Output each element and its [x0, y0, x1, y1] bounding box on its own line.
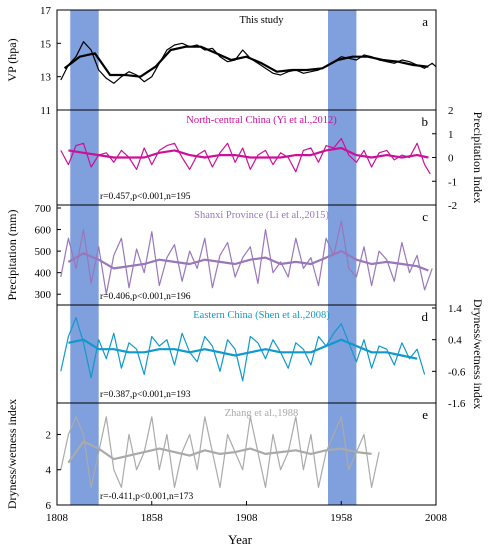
x-tick-label: 2008	[425, 512, 448, 524]
series-legend: Zhang et al.,1988	[225, 408, 298, 419]
y-axis-label: Dryness/wetness index	[5, 399, 19, 509]
panel-b: -2 -1 0 1 2 Precipitation Index North-central …	[60, 105, 485, 212]
correlation-stat: r=0.387,p<0.001,n=193	[100, 390, 191, 400]
x-tick-label: 1858	[141, 512, 164, 524]
y-tick-label: 600	[35, 225, 52, 237]
series-line-annual	[60, 220, 433, 295]
y-tick-label: 500	[35, 246, 52, 258]
series-legend: North-central China (Yi et al.,2012)	[186, 115, 337, 126]
series-line-smoothed	[67, 440, 372, 464]
y-tick-label: 1	[448, 129, 454, 141]
y-tick-label: 13	[40, 72, 52, 84]
y-tick-label: 6	[46, 500, 52, 512]
y-axis-label: Precipitation (mm)	[5, 210, 19, 301]
y-tick-label: 4	[46, 465, 52, 477]
x-tick-label: 1958	[330, 512, 353, 524]
panel-e: 2 4 6 Dryness/wetness index Zhang et al.,198…	[5, 399, 428, 512]
y-tick-label: -1	[448, 176, 457, 188]
correlation-stat: r=-0.411,p<0.001,n=173	[100, 492, 194, 502]
x-tick-label: 1808	[46, 512, 69, 524]
y-axis-label-right: Precipitation Index	[471, 112, 485, 204]
series-line-annual	[60, 316, 426, 382]
y-tick-label: 700	[35, 203, 52, 215]
series-legend: Eastern China (Shen et al.,2008)	[193, 310, 330, 321]
y-tick-label: 17	[40, 5, 52, 17]
y-axis-label-right: Dryness/wetness index	[471, 299, 485, 409]
y-tick-label: 2	[46, 429, 52, 441]
y-tick-label: -2	[448, 200, 457, 212]
series-line-smoothed	[67, 250, 429, 272]
y-tick-label: 11	[40, 105, 51, 117]
panel-letter: d	[422, 309, 429, 324]
y-axis-label: VP (hpa)	[5, 38, 19, 81]
panel-letter: e	[422, 407, 428, 422]
y-tick-label: 2	[448, 105, 454, 117]
series-line-smoothed	[68, 338, 418, 360]
y-tick-label: 0.4	[448, 335, 462, 347]
panel-letter: a	[422, 14, 428, 29]
series-legend: This study	[239, 15, 284, 26]
x-axis-label: Year	[228, 532, 253, 547]
y-tick-label: 400	[35, 268, 52, 280]
x-tick-label: 1908	[236, 512, 259, 524]
panel-a: 11 13 15 17 VP (hpa) This study a	[5, 5, 437, 117]
panel-d: -1.6 -0.6 0.4 1.4 Dryness/wetness index Easte…	[60, 299, 485, 410]
y-tick-label: 15	[40, 38, 52, 50]
y-tick-label: -0.6	[448, 366, 466, 378]
series-line-annual	[60, 41, 437, 84]
panel-letter: b	[422, 114, 429, 129]
correlation-stat: r=0.406,p<0.001,n=196	[100, 292, 191, 302]
panel-c: 300 400 500 600 700 Precipitation (mm) Shanxi …	[5, 203, 433, 302]
series-line-annual	[60, 137, 431, 175]
series-line-smoothed	[68, 146, 429, 159]
x-axis: 1808 1858 1908 1958 2008	[46, 501, 448, 524]
y-tick-label: 1.4	[448, 303, 462, 315]
panel-letter: c	[422, 209, 428, 224]
y-tick-label: 300	[35, 289, 52, 301]
y-tick-label: -1.6	[448, 398, 466, 410]
series-legend: Shanxi Province (Li et al.,2015)	[194, 210, 329, 221]
correlation-stat: r=0.457,p<0.001,n=195	[100, 192, 191, 202]
series-line-annual	[60, 416, 380, 488]
y-tick-label: 0	[448, 153, 454, 165]
series-line-smoothed	[63, 45, 429, 78]
chart-panels: 11 13 15 17 VP (hpa) This study a -2 -1 0 1 2 Precip…	[5, 5, 485, 512]
